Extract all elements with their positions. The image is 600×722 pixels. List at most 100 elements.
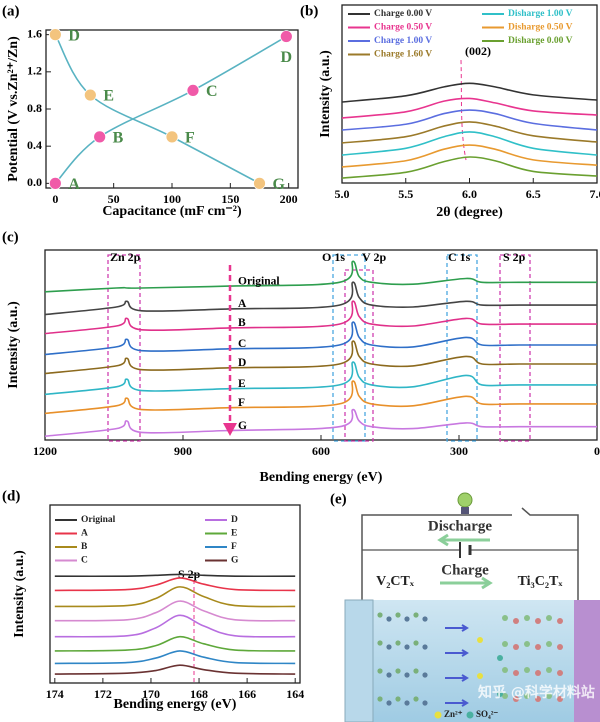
x-tick-label: 168	[190, 687, 208, 701]
cathode-atom	[535, 618, 541, 624]
x-tick-label: 6.0	[462, 187, 477, 201]
charge-label: Charge	[441, 562, 489, 578]
series-line	[44, 380, 597, 415]
ion	[477, 673, 483, 679]
series-line	[54, 600, 296, 622]
series-line	[54, 577, 296, 592]
anode-atom	[413, 696, 419, 702]
cathode-atom	[524, 641, 530, 647]
marker	[253, 176, 266, 190]
point-label: D	[281, 49, 293, 66]
legend-label: Original	[81, 515, 116, 525]
anode-atom	[413, 612, 419, 618]
y-axis-label: Intensity (a.u.)	[6, 301, 21, 389]
x-axis-label: Capacitance (mF cm⁻²)	[102, 204, 242, 219]
wire	[361, 514, 512, 600]
wire	[521, 507, 579, 600]
x-tick-label: 174	[46, 687, 64, 701]
series-line	[44, 408, 597, 437]
marker	[93, 130, 107, 144]
crystals	[377, 612, 563, 707]
series-label: C	[238, 338, 246, 350]
ion-arrow	[445, 649, 469, 657]
diagram-e: (e) Discharge Charge V₂CTₓ Ti₃C₂Tₓ Zn²⁺ …	[330, 491, 600, 722]
series-line	[44, 281, 597, 316]
x-tick-label: 164	[286, 687, 304, 701]
series-line	[44, 340, 598, 375]
anode-atom	[404, 644, 410, 650]
cathode-atom	[546, 641, 552, 647]
cathode-atom	[546, 615, 552, 621]
cathode-atom	[524, 667, 530, 673]
ion-arrow	[445, 624, 469, 632]
cathode-atom	[513, 670, 519, 676]
discharge-arrow	[437, 533, 490, 547]
anode-atom	[377, 696, 383, 702]
panel-label: (a)	[2, 3, 20, 19]
cathode-atom	[557, 618, 563, 624]
legend-label: Disharge 0.50 V	[508, 23, 573, 33]
legend-label: A	[81, 529, 88, 539]
series-line	[341, 144, 598, 168]
cathode-atom	[535, 644, 541, 650]
series-line	[54, 650, 296, 665]
cathode-atom	[513, 696, 519, 702]
legend-label: Charge 1.60 V	[374, 50, 432, 60]
marker	[48, 176, 62, 190]
anode-atom	[413, 668, 419, 674]
cathode-collector	[574, 600, 600, 722]
y-tick-label: 0.0	[27, 175, 42, 189]
ion	[497, 691, 503, 697]
x-tick-label: 600	[312, 444, 330, 458]
x-tick-label: 7.0	[590, 187, 600, 201]
x-tick-label: 170	[142, 687, 160, 701]
y-tick-label: 1.2	[27, 64, 42, 78]
cathode-atom	[502, 641, 508, 647]
series-line	[54, 35, 287, 184]
annotation-box	[499, 254, 531, 442]
point-label: E	[103, 88, 114, 105]
x-tick-label: 0	[594, 444, 600, 458]
cathode-atom	[557, 696, 563, 702]
annotation: C 1s	[448, 250, 471, 264]
cathode-atom	[535, 670, 541, 676]
annotation-box	[344, 269, 374, 442]
series-label: Original	[238, 275, 280, 287]
anode-atom	[386, 616, 392, 622]
x-tick-label: 0	[52, 192, 58, 206]
legend-label: B	[81, 542, 88, 552]
anode-atom	[377, 640, 383, 646]
arrow-head	[223, 423, 237, 436]
cathode-atom	[502, 667, 508, 673]
marker	[48, 28, 62, 42]
legend-text: SO₄²⁻	[476, 709, 498, 719]
legend-label: F	[231, 542, 237, 552]
plot-frame	[45, 29, 299, 189]
ion	[477, 637, 483, 643]
series-label: D	[238, 357, 246, 369]
plot-frame	[49, 504, 301, 684]
anode-atom	[386, 644, 392, 650]
y-tick-label: 0.4	[27, 138, 42, 152]
anode-atom	[395, 612, 401, 618]
series-line	[341, 131, 598, 156]
anode-atom	[422, 644, 428, 650]
bulb-base	[461, 507, 469, 514]
legend-label: Charge 0.00 V	[374, 9, 432, 19]
x-tick-label: 5.5	[398, 187, 413, 201]
bulb	[457, 492, 473, 508]
annotation: V 2p	[362, 250, 386, 264]
x-tick-label: 1200	[33, 444, 57, 458]
series-line	[44, 361, 597, 396]
ion	[497, 655, 503, 661]
series-line	[44, 260, 597, 293]
anode-atom	[377, 612, 383, 618]
marker	[165, 130, 179, 144]
x-tick-label: 100	[163, 192, 181, 206]
series-line	[54, 614, 296, 638]
anode-atom	[422, 616, 428, 622]
electrolyte	[345, 600, 600, 722]
anode-atom	[386, 700, 392, 706]
marker	[186, 84, 200, 97]
